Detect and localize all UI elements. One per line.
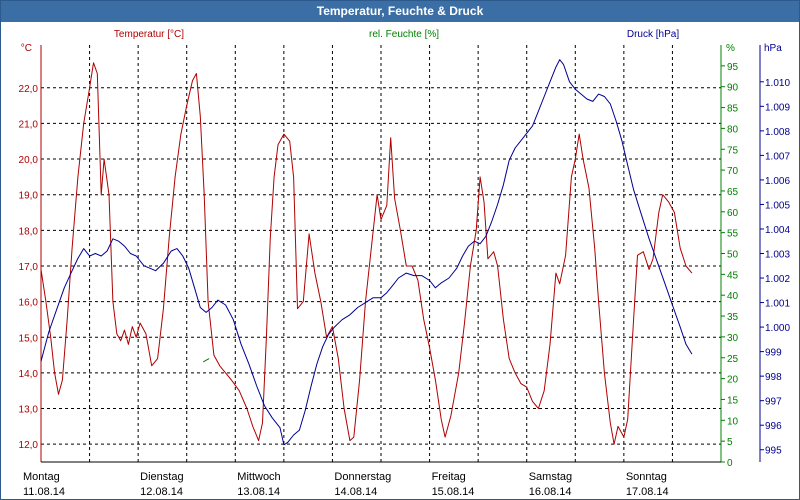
x-tick-date: 14.08.14 xyxy=(334,486,377,498)
pressure-axis-title: Druck [hPa] xyxy=(627,29,679,40)
humidity-tick-label: 90 xyxy=(727,83,739,94)
humidity-axis-title: rel. Feuchte [%] xyxy=(369,29,439,40)
temperature-tick-label: 15,0 xyxy=(19,333,39,344)
temperature-axis-title: Temperatur [°C] xyxy=(114,29,184,40)
humidity-tick-label: 60 xyxy=(727,208,739,219)
humidity-tick-label: 40 xyxy=(727,291,739,302)
temperature-tick-label: 16,0 xyxy=(19,298,39,309)
series-layer xyxy=(40,59,693,446)
pressure-tick-label: 1.009 xyxy=(765,102,790,113)
humidity-tick-label: 75 xyxy=(727,145,739,156)
humidity-tick-label: 20 xyxy=(727,375,739,386)
humidity-tick-label: 80 xyxy=(727,124,739,135)
pressure-tick-label: 1.007 xyxy=(765,151,790,162)
x-tick-date: 11.08.14 xyxy=(23,486,65,498)
humidity-tick-label: 10 xyxy=(727,416,739,427)
x-tick-date: 12.08.14 xyxy=(140,486,183,498)
temperature-tick-label: 22,0 xyxy=(19,84,39,95)
pressure-tick-label: 1.002 xyxy=(765,274,790,285)
humidity-tick-label: 65 xyxy=(727,187,739,198)
pressure-tick-label: 1.008 xyxy=(765,127,790,138)
temperature-tick-label: 18,0 xyxy=(19,226,39,237)
humidity-tick-label: 30 xyxy=(727,333,739,344)
temperature-tick-label: 20,0 xyxy=(19,155,39,166)
humidity-tick-label: 0 xyxy=(727,458,733,469)
pressure-tick-label: 1.006 xyxy=(765,176,790,187)
pressure-tick-label: 999 xyxy=(765,348,782,359)
x-tick-date: 15.08.14 xyxy=(432,486,475,498)
x-tick-weekday: Freitag xyxy=(432,471,466,483)
temperature-tick-label: 12,0 xyxy=(19,440,39,451)
humidity-tick-label: 45 xyxy=(727,270,739,281)
x-tick-weekday: Donnerstag xyxy=(334,471,391,483)
humidity-tick-label: 50 xyxy=(727,250,739,261)
temperature-series-line xyxy=(40,62,693,445)
humidity-tick-label: 55 xyxy=(727,229,739,240)
temperature-tick-label: 17,0 xyxy=(19,262,39,273)
temperature-tick-label: 14,0 xyxy=(19,369,39,380)
humidity-tick-label: 35 xyxy=(727,312,739,323)
pressure-tick-label: 1.003 xyxy=(765,250,790,261)
humidity-tick-label: 95 xyxy=(727,62,739,73)
pressure-series-line xyxy=(40,59,693,446)
humidity-tick-label: 85 xyxy=(727,104,739,115)
temperature-unit: °C xyxy=(21,43,32,54)
x-tick-weekday: Samstag xyxy=(529,471,572,483)
pressure-tick-label: 1.005 xyxy=(765,200,790,211)
pressure-tick-label: 1.000 xyxy=(765,323,790,334)
temperature-tick-label: 13,0 xyxy=(19,405,39,416)
temperature-tick-label: 21,0 xyxy=(19,119,39,130)
humidity-tick-label: 15 xyxy=(727,395,739,406)
humidity-tick-label: 70 xyxy=(727,166,739,177)
x-tick-weekday: Sonntag xyxy=(626,471,667,483)
pressure-tick-label: 1.004 xyxy=(765,225,790,236)
pressure-tick-label: 996 xyxy=(765,421,782,432)
pressure-tick-label: 998 xyxy=(765,372,782,383)
pressure-tick-label: 1.001 xyxy=(765,299,790,310)
x-tick-date: 17.08.14 xyxy=(626,486,669,498)
humidity-unit: % xyxy=(726,43,735,54)
pressure-unit: hPa xyxy=(764,43,782,54)
x-tick-weekday: Montag xyxy=(23,471,60,483)
humidity-tick-label: 25 xyxy=(727,354,739,365)
x-tick-date: 16.08.14 xyxy=(529,486,572,498)
humidity-tick-label: 5 xyxy=(727,437,733,448)
temperature-tick-label: 19,0 xyxy=(19,191,39,202)
axis-layer: Temperatur [°C] rel. Feuchte [%] Druck [… xyxy=(19,29,791,469)
pressure-tick-label: 997 xyxy=(765,397,782,408)
humidity-series-line xyxy=(202,358,210,363)
window-title: Temperatur, Feuchte & Druck xyxy=(1,1,799,22)
x-tick-date: 13.08.14 xyxy=(237,486,280,498)
x-axis-labels: Montag 11.08.14 Dienstag 12.08.14 Mittwoch 13… xyxy=(23,471,669,498)
x-tick-weekday: Mittwoch xyxy=(237,471,280,483)
x-tick-weekday: Dienstag xyxy=(140,471,183,483)
pressure-tick-label: 995 xyxy=(765,446,782,457)
grid-layer xyxy=(40,45,722,463)
pressure-tick-label: 1.010 xyxy=(765,78,790,89)
